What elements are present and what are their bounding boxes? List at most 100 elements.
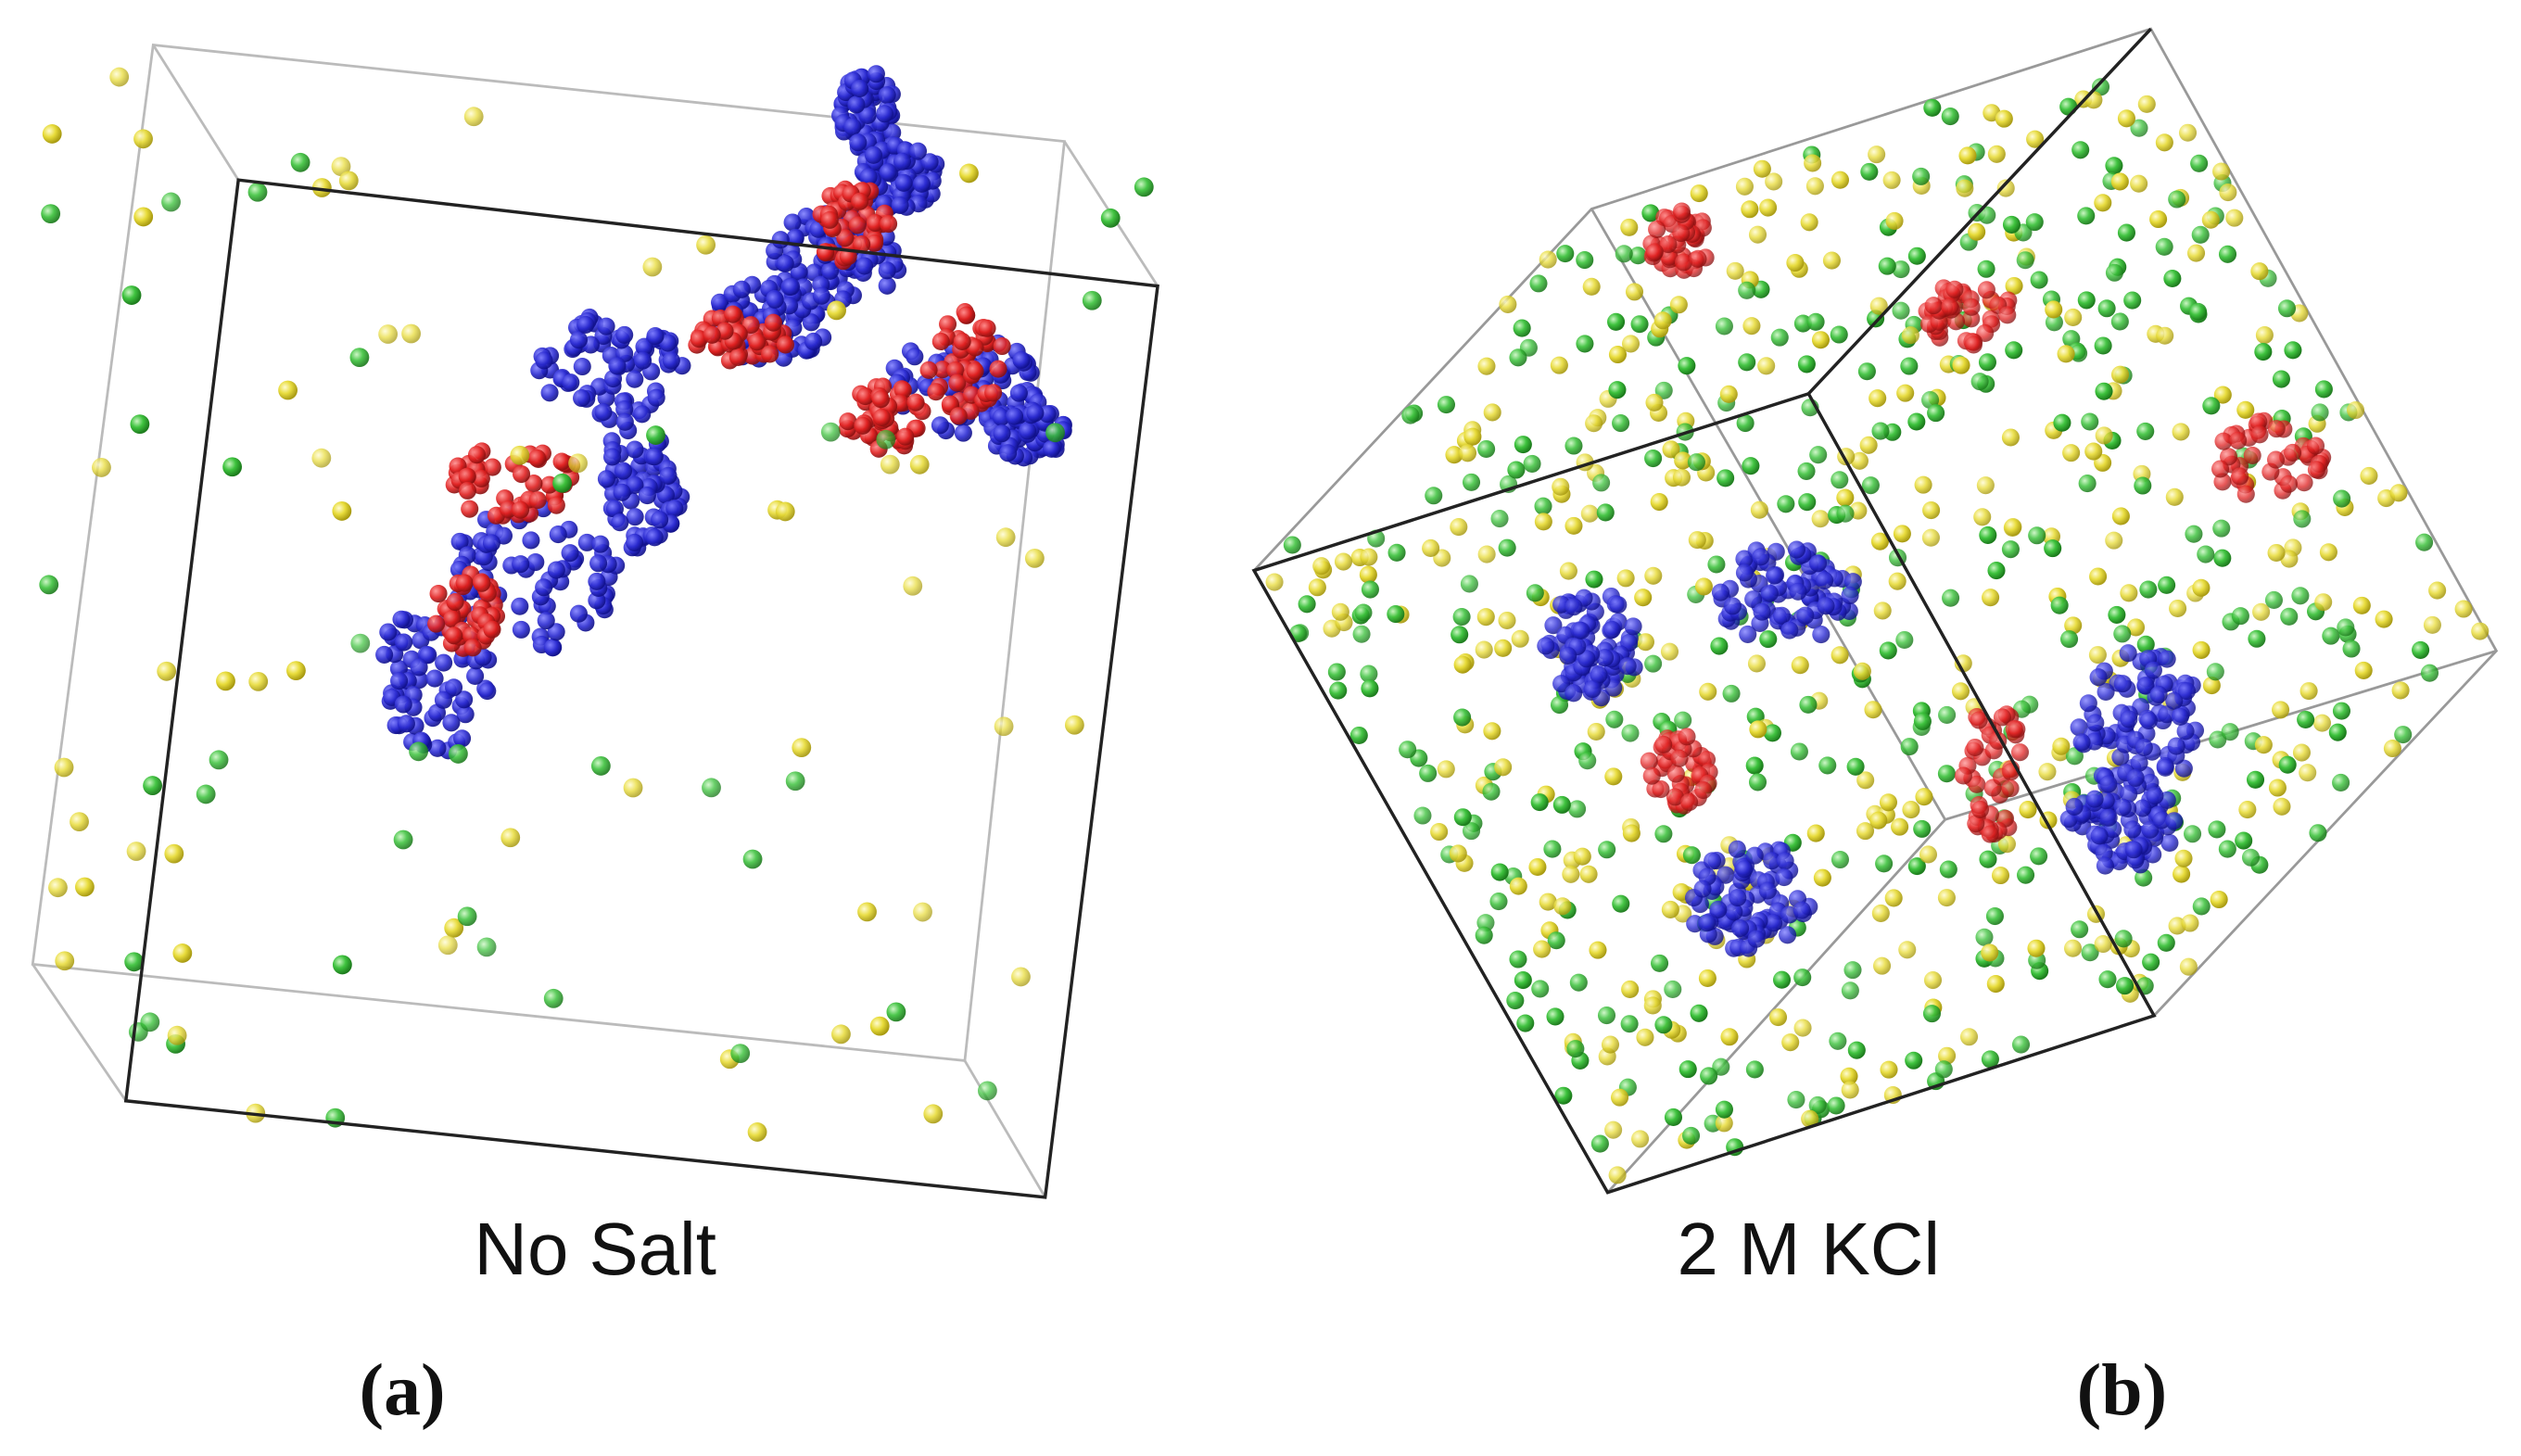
particle bbox=[1747, 930, 1766, 948]
particle bbox=[1859, 436, 1878, 454]
particle bbox=[1608, 1166, 1627, 1184]
particle bbox=[409, 741, 428, 762]
particle bbox=[1937, 889, 1956, 907]
particle bbox=[2142, 953, 2160, 971]
particle bbox=[1513, 319, 1531, 337]
particle bbox=[124, 952, 145, 972]
particle bbox=[1483, 722, 1501, 741]
particle bbox=[461, 500, 479, 518]
particle bbox=[2113, 798, 2132, 817]
particle bbox=[2360, 466, 2378, 485]
particle bbox=[2057, 345, 2075, 363]
particle bbox=[1490, 863, 1509, 881]
particle bbox=[1437, 396, 1455, 414]
particle bbox=[1498, 611, 1516, 630]
particle bbox=[2117, 223, 2135, 242]
particle bbox=[1841, 981, 1859, 1000]
particle bbox=[876, 429, 896, 449]
particle bbox=[528, 491, 547, 510]
particle bbox=[1871, 904, 1890, 922]
particle bbox=[2086, 714, 2105, 732]
particle bbox=[1688, 531, 1706, 550]
particle bbox=[1813, 868, 1831, 887]
particle bbox=[2177, 682, 2197, 701]
particle bbox=[2165, 487, 2184, 506]
particle bbox=[2292, 743, 2311, 762]
particle bbox=[1827, 1096, 1845, 1115]
particle bbox=[1841, 586, 1859, 604]
particle bbox=[1905, 1051, 1923, 1070]
particle bbox=[573, 388, 591, 408]
particle bbox=[843, 118, 862, 136]
particle bbox=[1995, 109, 2013, 128]
particle bbox=[547, 496, 565, 514]
particle bbox=[1450, 518, 1468, 537]
particle bbox=[443, 610, 462, 628]
particle bbox=[2423, 615, 2441, 634]
particle bbox=[75, 877, 95, 897]
particle bbox=[590, 756, 611, 776]
particle bbox=[1509, 348, 1527, 367]
particle bbox=[638, 487, 656, 505]
panel-a bbox=[31, 44, 1159, 1199]
particle bbox=[1331, 602, 1349, 621]
particle bbox=[1939, 860, 1957, 879]
particle bbox=[1798, 493, 1817, 512]
particle bbox=[1945, 280, 1964, 298]
particle bbox=[1898, 941, 1917, 959]
particle bbox=[1831, 471, 1849, 489]
particle bbox=[1559, 646, 1577, 665]
particle bbox=[785, 771, 805, 791]
particle bbox=[350, 633, 371, 653]
particle bbox=[1553, 897, 1572, 916]
particle bbox=[379, 623, 398, 641]
particle bbox=[2184, 825, 2202, 843]
particle bbox=[1526, 584, 1544, 602]
particle bbox=[742, 849, 763, 869]
particle bbox=[883, 123, 902, 142]
particle bbox=[569, 604, 588, 623]
particle bbox=[196, 784, 216, 804]
particle bbox=[48, 878, 68, 898]
particle bbox=[1585, 570, 1603, 589]
particle bbox=[434, 690, 452, 709]
particle bbox=[561, 544, 579, 563]
particle bbox=[651, 511, 669, 529]
particle bbox=[2165, 691, 2184, 710]
particle bbox=[389, 659, 408, 678]
particle bbox=[1744, 590, 1763, 609]
particle bbox=[858, 106, 877, 125]
particle bbox=[2241, 848, 2261, 867]
particle bbox=[2415, 533, 2434, 551]
particle bbox=[2053, 413, 2071, 432]
particle bbox=[2095, 426, 2113, 445]
particle bbox=[2163, 269, 2182, 288]
particle bbox=[1907, 412, 1926, 431]
particle bbox=[2130, 753, 2148, 772]
simulation-particles bbox=[1265, 78, 2489, 1184]
particle bbox=[2085, 732, 2104, 751]
particle bbox=[1857, 362, 1876, 381]
particle bbox=[331, 157, 351, 177]
particle bbox=[1748, 773, 1767, 791]
particle bbox=[2333, 489, 2351, 508]
particle bbox=[2095, 843, 2113, 862]
particle bbox=[1937, 765, 1956, 783]
particle bbox=[588, 572, 606, 590]
particle bbox=[993, 424, 1011, 443]
particle bbox=[2297, 710, 2315, 729]
box-front-edges bbox=[123, 178, 1159, 1199]
particle bbox=[866, 213, 884, 233]
particle bbox=[1993, 708, 2011, 727]
particle bbox=[1674, 451, 1692, 470]
particle bbox=[1509, 877, 1527, 895]
particle bbox=[2299, 682, 2318, 701]
particle bbox=[635, 337, 653, 356]
particle bbox=[1621, 335, 1641, 353]
particle bbox=[626, 533, 644, 551]
particle bbox=[466, 666, 485, 686]
particle bbox=[453, 729, 472, 748]
particle bbox=[710, 293, 729, 311]
particle bbox=[626, 440, 644, 459]
particle bbox=[2332, 773, 2350, 791]
